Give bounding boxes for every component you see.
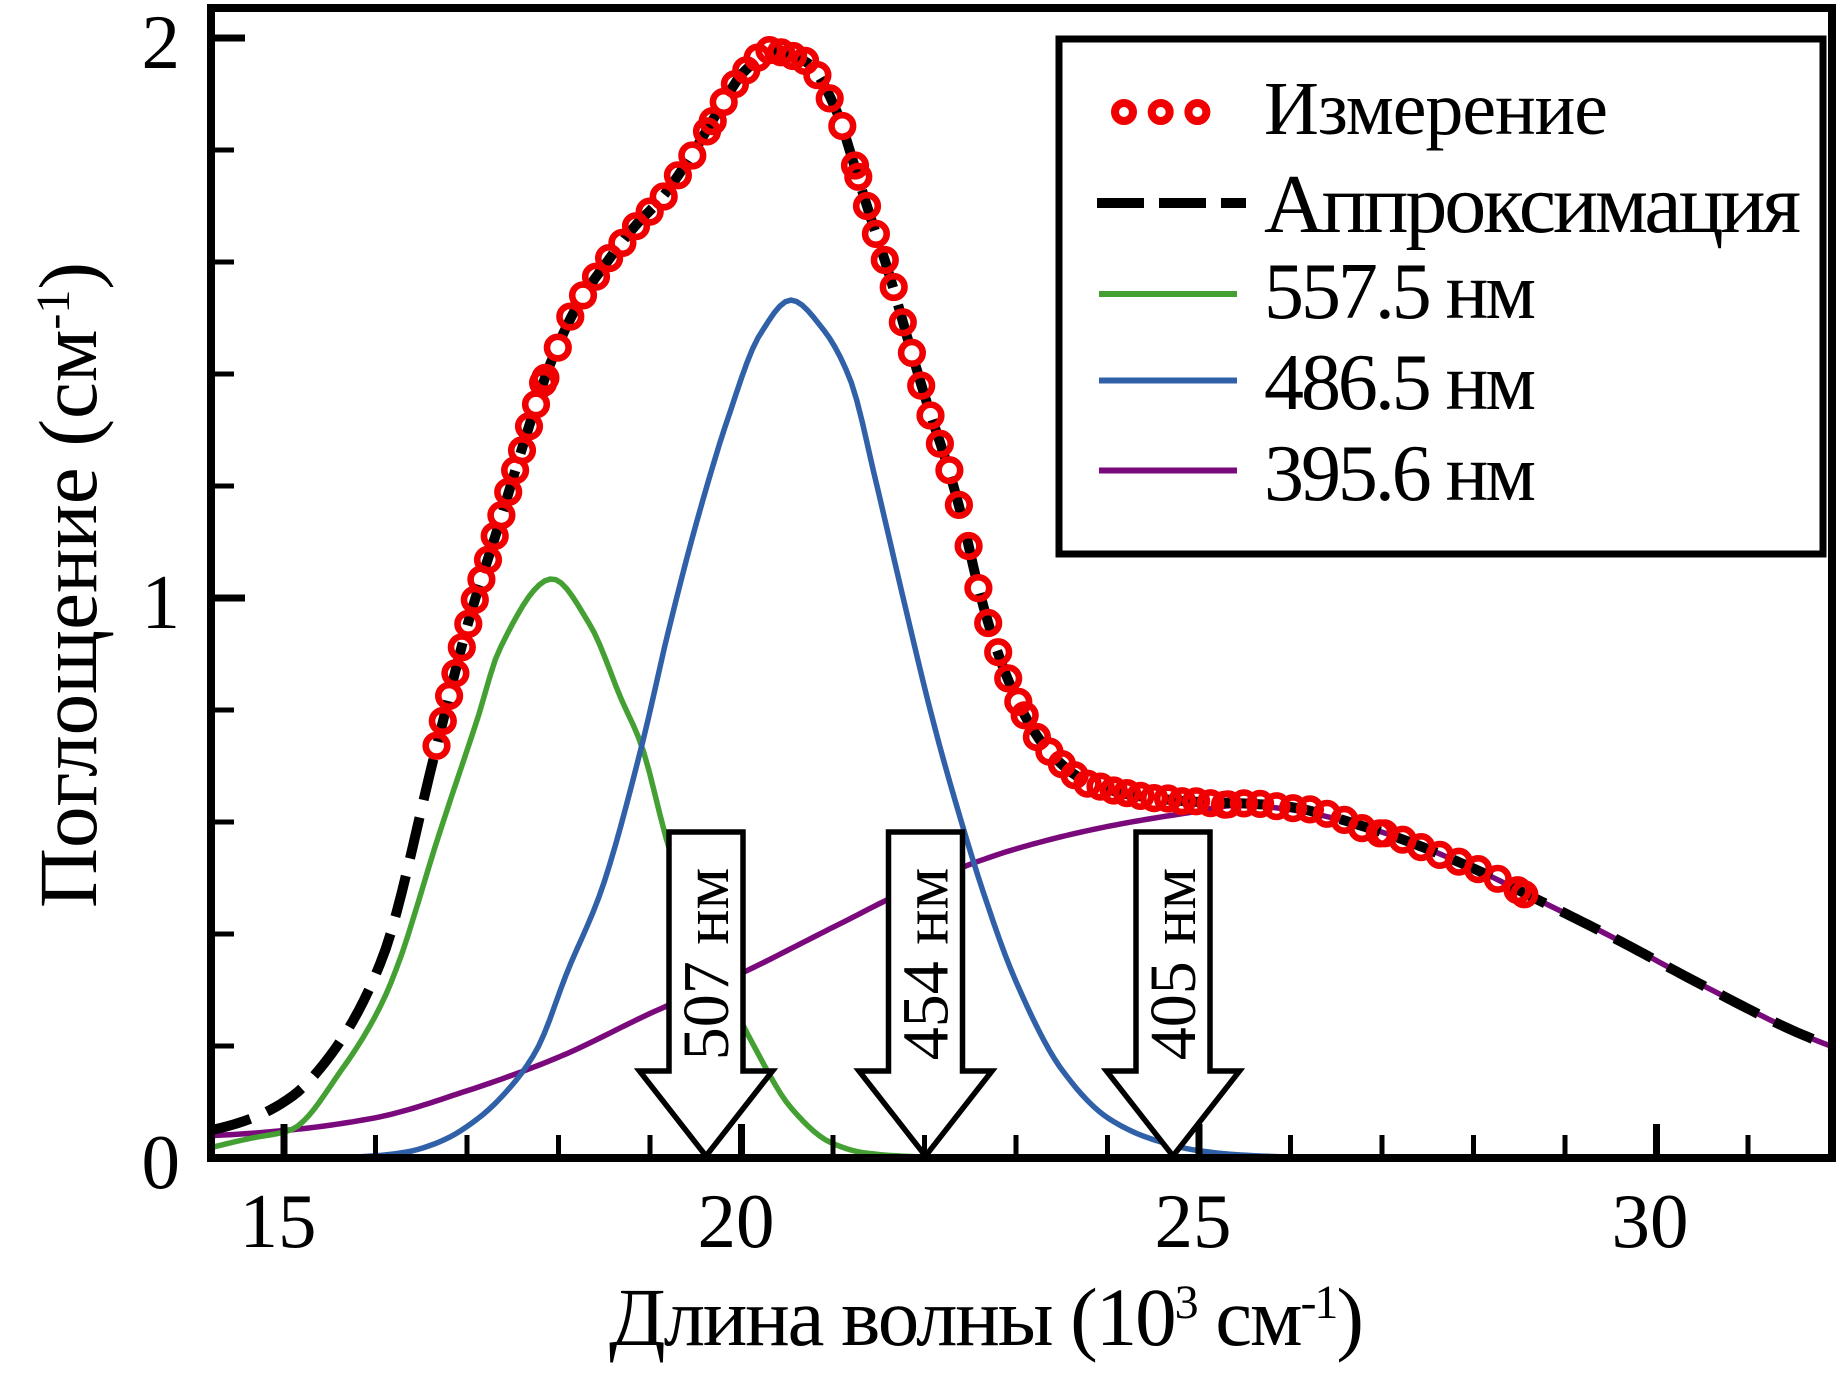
svg-text:507 нм: 507 нм — [670, 868, 743, 1061]
svg-text:20: 20 — [698, 1178, 775, 1264]
svg-text:486.5 нм: 486.5 нм — [1264, 339, 1536, 427]
svg-text:15: 15 — [240, 1178, 317, 1264]
svg-text:Аппроксимация: Аппроксимация — [1264, 158, 1801, 251]
svg-text:2: 2 — [142, 0, 181, 85]
svg-text:395.6 нм: 395.6 нм — [1264, 430, 1536, 518]
svg-text:25: 25 — [1155, 1178, 1232, 1264]
svg-text:0: 0 — [142, 1119, 181, 1205]
svg-text:Измерение: Измерение — [1264, 67, 1608, 151]
svg-text:1: 1 — [142, 559, 181, 645]
svg-text:Длина волны (103 см-1): Длина волны (103 см-1) — [609, 1271, 1364, 1363]
svg-text:405 нм: 405 нм — [1137, 868, 1210, 1061]
svg-text:Поглощение (см-1): Поглощение (см-1) — [22, 262, 114, 908]
svg-text:454 нм: 454 нм — [890, 868, 963, 1061]
svg-text:30: 30 — [1612, 1178, 1689, 1264]
svg-text:557.5 нм: 557.5 нм — [1264, 248, 1536, 336]
